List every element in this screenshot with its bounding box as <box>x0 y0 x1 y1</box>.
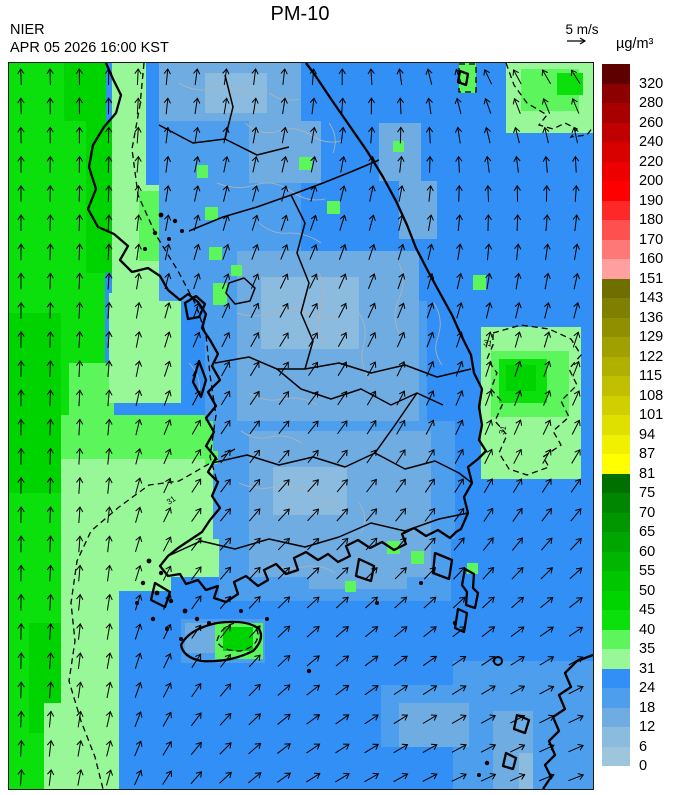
legend-tick-label: 60 <box>639 543 656 560</box>
legend-tick-label: 200 <box>639 173 664 189</box>
legend-color-segment <box>602 64 630 84</box>
wind-reference-arrow-icon <box>567 37 587 45</box>
contour-label: 31 <box>483 338 494 349</box>
legend-color-segment <box>602 181 630 201</box>
legend-tick-label: 129 <box>639 329 664 345</box>
legend-color-segment <box>602 356 630 376</box>
legend-tick-label: 81 <box>639 465 656 482</box>
legend-color-segment <box>602 532 630 552</box>
legend-tick-label: 35 <box>639 641 656 657</box>
legend-tick-label: 50 <box>639 582 656 599</box>
legend-tick-label: 240 <box>639 134 664 150</box>
legend-tick-label: 40 <box>639 621 656 638</box>
legend-tick-label: 45 <box>639 602 656 618</box>
legend-tick-label: 143 <box>639 290 664 306</box>
legend-color-segment <box>602 746 630 766</box>
legend-color-segment <box>602 278 630 298</box>
legend-tick-label: 6 <box>639 738 648 755</box>
legend-color-segment <box>602 239 630 259</box>
legend-color-segment <box>602 629 630 649</box>
legend-tick-label: 160 <box>639 251 664 267</box>
legend-tick-label: 136 <box>639 309 664 326</box>
legend-color-segment <box>602 434 630 454</box>
legend-color-segment <box>602 649 630 669</box>
legend-tick-label: 260 <box>639 114 664 131</box>
legend-color-segment <box>602 122 630 142</box>
valid-datetime: APR 05 2026 16:00 KST <box>10 40 169 56</box>
legend-color-segment <box>602 83 630 103</box>
legend-color-segment <box>602 571 630 591</box>
forecast-map: 31 31 31 <box>8 62 594 790</box>
legend-tick-label: 170 <box>639 231 664 248</box>
legend-tick-label: 180 <box>639 212 664 228</box>
legend-color-segment <box>602 395 630 415</box>
legend-color-segment <box>602 415 630 435</box>
legend-color-segment <box>602 512 630 532</box>
legend-tick-label: 220 <box>639 153 664 170</box>
legend-tick-label: 0 <box>639 758 648 774</box>
wind-reference-label: 5 m/s <box>565 22 599 37</box>
legend-tick-label: 31 <box>639 660 656 677</box>
legend-color-segment <box>602 220 630 240</box>
legend-tick-label: 280 <box>639 95 664 111</box>
legend-color-segment <box>602 493 630 513</box>
legend-color-segment <box>602 590 630 610</box>
legend-tick-label: 18 <box>639 699 656 716</box>
legend-color-segment <box>602 103 630 123</box>
legend-color-segment <box>602 727 630 747</box>
legend-tick-label: 12 <box>639 719 656 735</box>
legend-tick-label: 115 <box>639 368 663 384</box>
legend-color-segment <box>602 454 630 474</box>
legend-tick-label: 151 <box>639 270 664 287</box>
pm10-field <box>9 63 593 789</box>
legend-color-segment <box>602 376 630 396</box>
legend-color-segment <box>602 668 630 688</box>
agency-label: NIER <box>10 22 45 38</box>
contour-label: 31 <box>497 424 508 435</box>
legend-tick-label: 65 <box>639 524 656 540</box>
legend-color-segment <box>602 610 630 630</box>
legend-tick-label: 122 <box>639 348 664 365</box>
legend-color-segment <box>602 142 630 162</box>
legend-color-segment <box>602 551 630 571</box>
legend-tick-label: 108 <box>639 387 664 404</box>
legend-tick-label: 320 <box>639 75 664 92</box>
page-title: PM-10 <box>270 3 330 25</box>
legend-tick-label: 101 <box>639 407 664 423</box>
legend-color-segment <box>602 707 630 727</box>
legend-tick-label: 87 <box>639 446 656 462</box>
wind-vectors <box>17 68 585 786</box>
legend-tick-label: 24 <box>639 680 656 696</box>
legend-tick-label: 190 <box>639 192 664 209</box>
legend-color-segment <box>602 337 630 357</box>
legend-tick-label: 55 <box>639 563 656 579</box>
legend-color-segment <box>602 161 630 181</box>
legend-color-segment <box>602 298 630 318</box>
legend-color-segment <box>602 473 630 493</box>
legend-color-segment <box>602 688 630 708</box>
legend-color-segment <box>602 317 630 337</box>
legend-tick-label: 75 <box>639 485 656 501</box>
legend-unit-label: µg/m³ <box>616 36 654 52</box>
legend-color-segment <box>602 200 630 220</box>
legend-tick-label: 70 <box>639 504 656 521</box>
legend-color-segment <box>602 259 630 279</box>
legend-tick-label: 94 <box>639 426 656 443</box>
county-boundaries <box>178 82 443 574</box>
